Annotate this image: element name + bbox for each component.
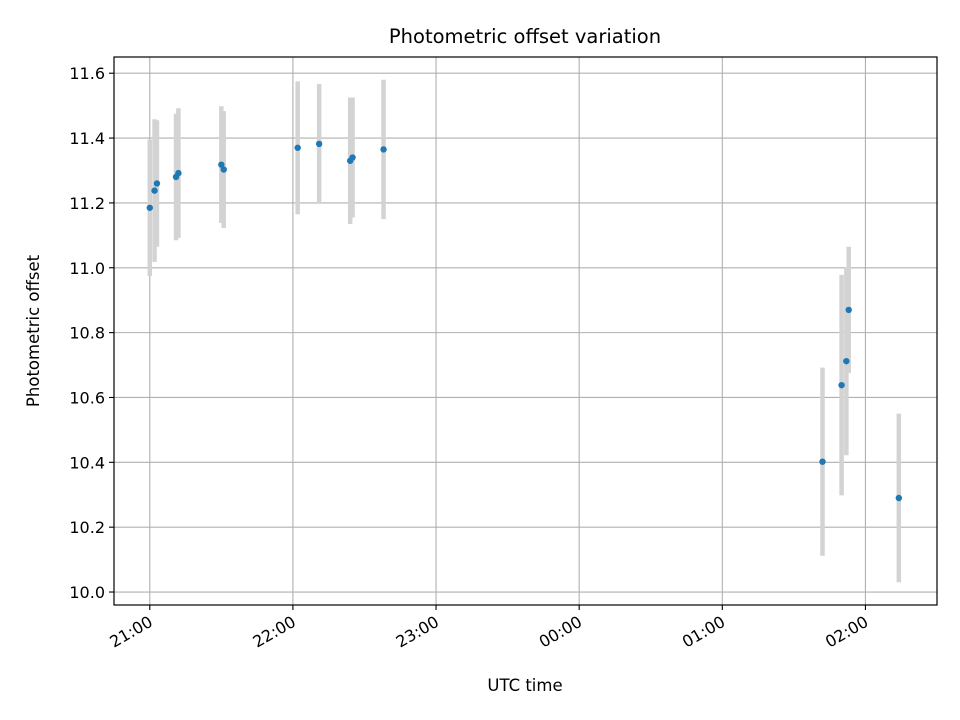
y-tick-label: 10.0 [69, 583, 105, 602]
y-axis-title: Photometric offset [24, 254, 43, 407]
y-tick-label: 11.6 [69, 64, 105, 83]
grid [114, 57, 937, 605]
y-axis: 10.0 10.2 10.4 10.6 10.8 11.0 11.2 11.4 11.6 [69, 64, 114, 602]
data-point [315, 140, 323, 148]
data-point [153, 180, 161, 187]
data-point [845, 306, 852, 314]
y-tick-label: 11.2 [69, 194, 105, 213]
data-point [218, 161, 225, 168]
y-tick-label: 10.4 [69, 453, 105, 472]
data-point [838, 381, 845, 389]
data-point [146, 204, 153, 211]
chart-title: Photometric offset variation [389, 25, 661, 48]
y-tick-label: 10.6 [69, 388, 105, 407]
data-point [220, 166, 227, 173]
plot-frame [113, 56, 938, 606]
y-tick-label: 11.0 [69, 259, 105, 278]
y-tick-label: 10.2 [69, 518, 105, 537]
data-point [380, 146, 387, 153]
y-tick-label: 10.8 [69, 324, 105, 343]
data-point [175, 169, 182, 177]
data-point [843, 357, 850, 365]
data-point [294, 144, 301, 151]
data-points [146, 140, 903, 502]
data-point [895, 494, 903, 502]
data-point [151, 187, 158, 194]
y-tick-label: 11.4 [69, 129, 105, 148]
data-point [819, 458, 826, 465]
x-axis-title: UTC time [487, 676, 562, 695]
data-point [349, 154, 356, 161]
